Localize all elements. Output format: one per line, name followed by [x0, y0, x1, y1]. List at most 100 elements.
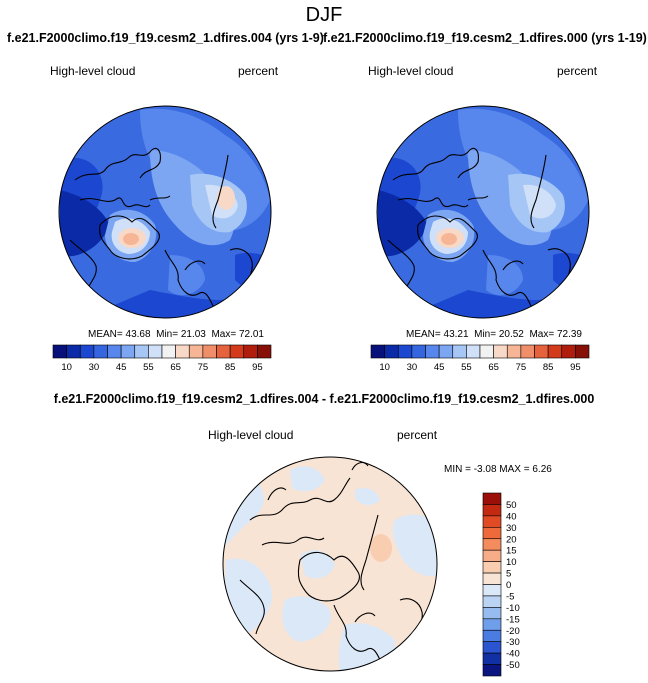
diff-colorbar-swatch [482, 595, 502, 608]
left-colorbar-swatch [107, 344, 122, 359]
left-units-label: percent [238, 64, 279, 78]
diff-colorbar-swatch [482, 572, 502, 585]
left-min-label: Min= [156, 329, 179, 340]
right-stats: MEAN= 43.21 Min= 20.52 Max= 72.39 [406, 329, 582, 340]
diff-colorbar-swatch [482, 527, 502, 540]
diff-colorbar-tick-label: 20 [506, 534, 517, 545]
diff-colorbar-swatch [482, 584, 502, 597]
diff-colorbar-tick-label: 30 [506, 523, 517, 534]
left-colorbar-swatch [243, 344, 258, 359]
diff-colorbar-tick-label: -30 [506, 637, 520, 648]
left-colorbar-tick-label: 55 [143, 362, 154, 373]
right-mean-value: 43.21 [443, 329, 469, 340]
left-colorbar-tick-label: 95 [252, 362, 263, 373]
right-colorbar-swatch [506, 344, 522, 359]
left-colorbar-tick-label: 65 [170, 362, 181, 373]
right-colorbar-swatch [466, 344, 481, 359]
left-colorbar-swatch [52, 344, 67, 359]
left-colorbar-swatch [134, 344, 149, 359]
diff-colorbar-swatch [482, 618, 502, 631]
diff-colorbar-swatch [482, 641, 502, 654]
left-colorbar-swatch [202, 344, 217, 359]
left-case-title: f.e21.F2000climo.f19_f19.cesm2_1.dfires.… [7, 31, 324, 45]
left-colorbar-swatch [79, 344, 95, 359]
left-colorbar-tick-label: 45 [116, 362, 127, 373]
diff-colorbar-swatch [482, 652, 502, 665]
right-case-title: f.e21.F2000climo.f19_f19.cesm2_1.dfires.… [323, 31, 647, 45]
left-colorbar-swatch [175, 344, 190, 359]
left-min-value: 21.03 [180, 329, 206, 340]
left-colorbar-swatch [66, 344, 81, 359]
diff-variable-label: High-level cloud [208, 428, 294, 442]
diff-colorbar-swatch [482, 629, 502, 642]
diff-colorbar-swatch [482, 538, 502, 551]
left-colorbar-swatch [216, 344, 231, 359]
difference-polar-map [222, 456, 438, 672]
left-polar-map [58, 105, 272, 319]
difference-title: f.e21.F2000climo.f19_f19.cesm2_1.dfires.… [53, 392, 595, 406]
right-colorbar-swatch [370, 344, 385, 359]
right-colorbar-tick-label: 85 [543, 362, 554, 373]
right-colorbar-tick-label: 30 [407, 362, 418, 373]
left-mean-label: MEAN= [88, 329, 123, 340]
right-colorbar-swatch [520, 344, 535, 359]
left-colorbar-tick-label: 10 [61, 362, 72, 373]
right-colorbar-tick-label: 45 [434, 362, 445, 373]
diff-colorbar-tick-label: 5 [506, 569, 511, 580]
right-colorbar-tick-label: 10 [379, 362, 390, 373]
right-colorbar-swatch [479, 344, 494, 359]
left-max-value: 72.01 [238, 329, 264, 340]
right-colorbar-swatch [493, 344, 508, 359]
right-colorbar-tick-label: 95 [570, 362, 581, 373]
right-colorbar-swatch [425, 344, 440, 359]
diff-colorbar-swatch [482, 515, 502, 528]
right-colorbar-tick-label: 75 [516, 362, 527, 373]
diff-colorbar-tick-label: -5 [506, 591, 514, 602]
right-min-label: Min= [474, 329, 497, 340]
left-colorbar-swatch [161, 344, 176, 359]
left-colorbar-swatch [257, 344, 272, 359]
left-colorbar-tick-label: 30 [89, 362, 100, 373]
left-colorbar-swatch [148, 344, 163, 359]
diff-colorbar-tick-label: 50 [506, 500, 517, 511]
right-colorbar-swatch [575, 344, 590, 359]
right-colorbar-swatch [384, 344, 399, 359]
left-colorbar-swatch [120, 344, 136, 359]
right-units-label: percent [557, 64, 598, 78]
diff-colorbar-tick-label: 0 [506, 580, 511, 591]
diff-colorbar-tick-label: -15 [506, 614, 520, 625]
right-colorbar-swatch [561, 344, 576, 359]
right-max-value: 72.39 [556, 329, 582, 340]
right-colorbar-swatch [397, 344, 413, 359]
diff-colorbar-tick-label: 40 [506, 511, 517, 522]
right-colorbar-tick-label: 55 [461, 362, 472, 373]
left-mean-value: 43.68 [125, 329, 151, 340]
right-colorbar-tick-label: 65 [488, 362, 499, 373]
right-mean-label: MEAN= [406, 329, 441, 340]
right-colorbar-swatch [534, 344, 549, 359]
diff-stats: MIN = -3.08 MAX = 6.26 [444, 464, 552, 475]
left-colorbar-tick-label: 75 [198, 362, 209, 373]
diff-colorbar-swatch [482, 561, 502, 574]
right-polar-map [376, 105, 590, 319]
diff-colorbar-tick-label: 15 [506, 546, 517, 557]
left-stats: MEAN= 43.68 Min= 21.03 Max= 72.01 [88, 329, 264, 340]
left-variable-label: High-level cloud [50, 64, 136, 78]
diff-colorbar-tick-label: -40 [506, 649, 520, 660]
diff-colorbar-swatch [482, 492, 502, 505]
diff-colorbar-tick-label: -20 [506, 626, 520, 637]
right-variable-label: High-level cloud [368, 64, 454, 78]
diff-colorbar-swatch [482, 549, 502, 562]
right-colorbar-swatch [547, 344, 563, 359]
diff-units-label: percent [397, 428, 438, 442]
right-colorbar: 10 30 45 55 65 75 85 95 [370, 344, 590, 373]
right-colorbar-swatch [452, 344, 467, 359]
right-colorbar-swatch [438, 344, 454, 359]
main-title: DJF [305, 4, 343, 26]
diff-colorbar-swatch [482, 664, 502, 677]
left-colorbar-swatch [188, 344, 204, 359]
left-max-label: Max= [211, 329, 237, 340]
diff-colorbar-tick-label: -10 [506, 603, 520, 614]
